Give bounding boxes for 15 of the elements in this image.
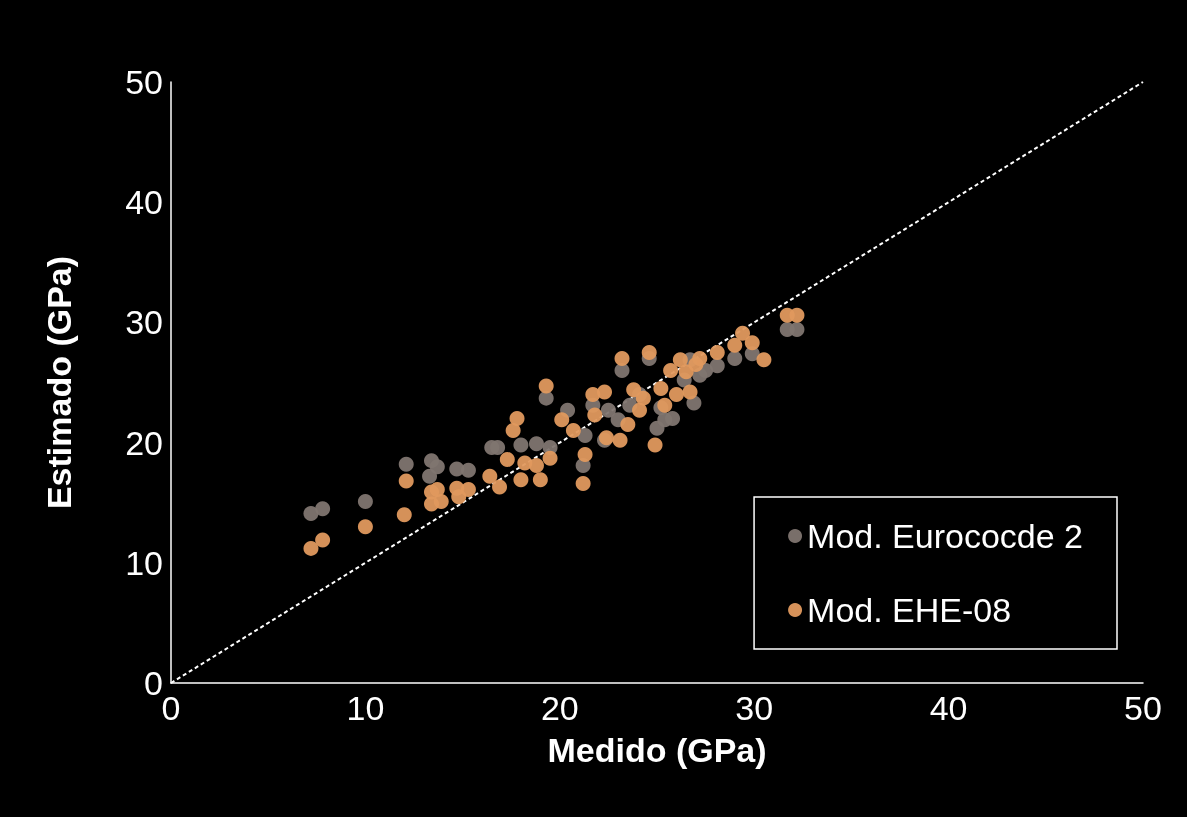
y-tick-label: 40 (125, 183, 163, 222)
y-tick-label: 50 (125, 63, 163, 101)
x-axis-title: Medido (GPa) (547, 731, 767, 769)
x-tick-label: 30 (735, 689, 774, 727)
y-tick-label: 0 (144, 664, 163, 702)
x-tick-label: 20 (540, 689, 579, 727)
y-tick-label: 10 (125, 543, 163, 582)
x-tick-label: 50 (1124, 689, 1162, 727)
x-tick-label: 40 (929, 689, 968, 727)
legend-label: Mod. EHE-08 (807, 591, 1012, 629)
legend-label: Mod. Eurococde 2 (807, 517, 1083, 555)
x-tick-label: 10 (346, 689, 385, 727)
y-tick-label: 30 (125, 303, 163, 342)
y-tick-label: 20 (125, 423, 163, 462)
y-axis-title: Estimado (GPa) (40, 255, 78, 510)
